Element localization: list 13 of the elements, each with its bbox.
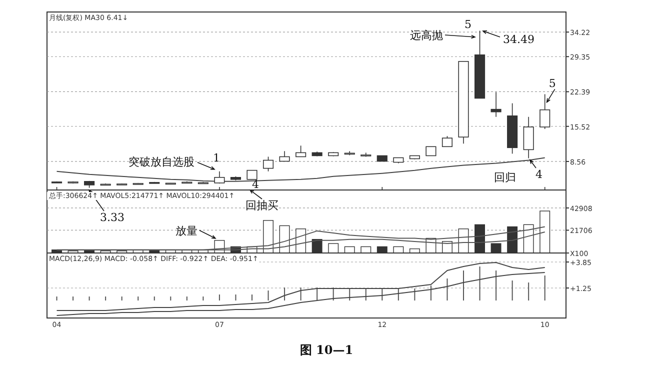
annotation: 突破放自选股 [128, 155, 194, 168]
annotation: 4 [252, 178, 259, 191]
annotation: 5 [464, 18, 472, 31]
caption: 图 10—1 [300, 343, 354, 357]
annotation: 5 [548, 77, 556, 90]
annotation: 回抽买 [246, 199, 278, 212]
annotation: 放量 [175, 224, 198, 238]
annotation: 34.49 [503, 33, 534, 46]
annotation: 3.33 [100, 211, 124, 224]
annotation: 1 [212, 151, 220, 164]
annotation: 4 [536, 168, 542, 181]
annotation: 远高抛 [410, 29, 443, 42]
annotation: 回归 [494, 171, 516, 184]
